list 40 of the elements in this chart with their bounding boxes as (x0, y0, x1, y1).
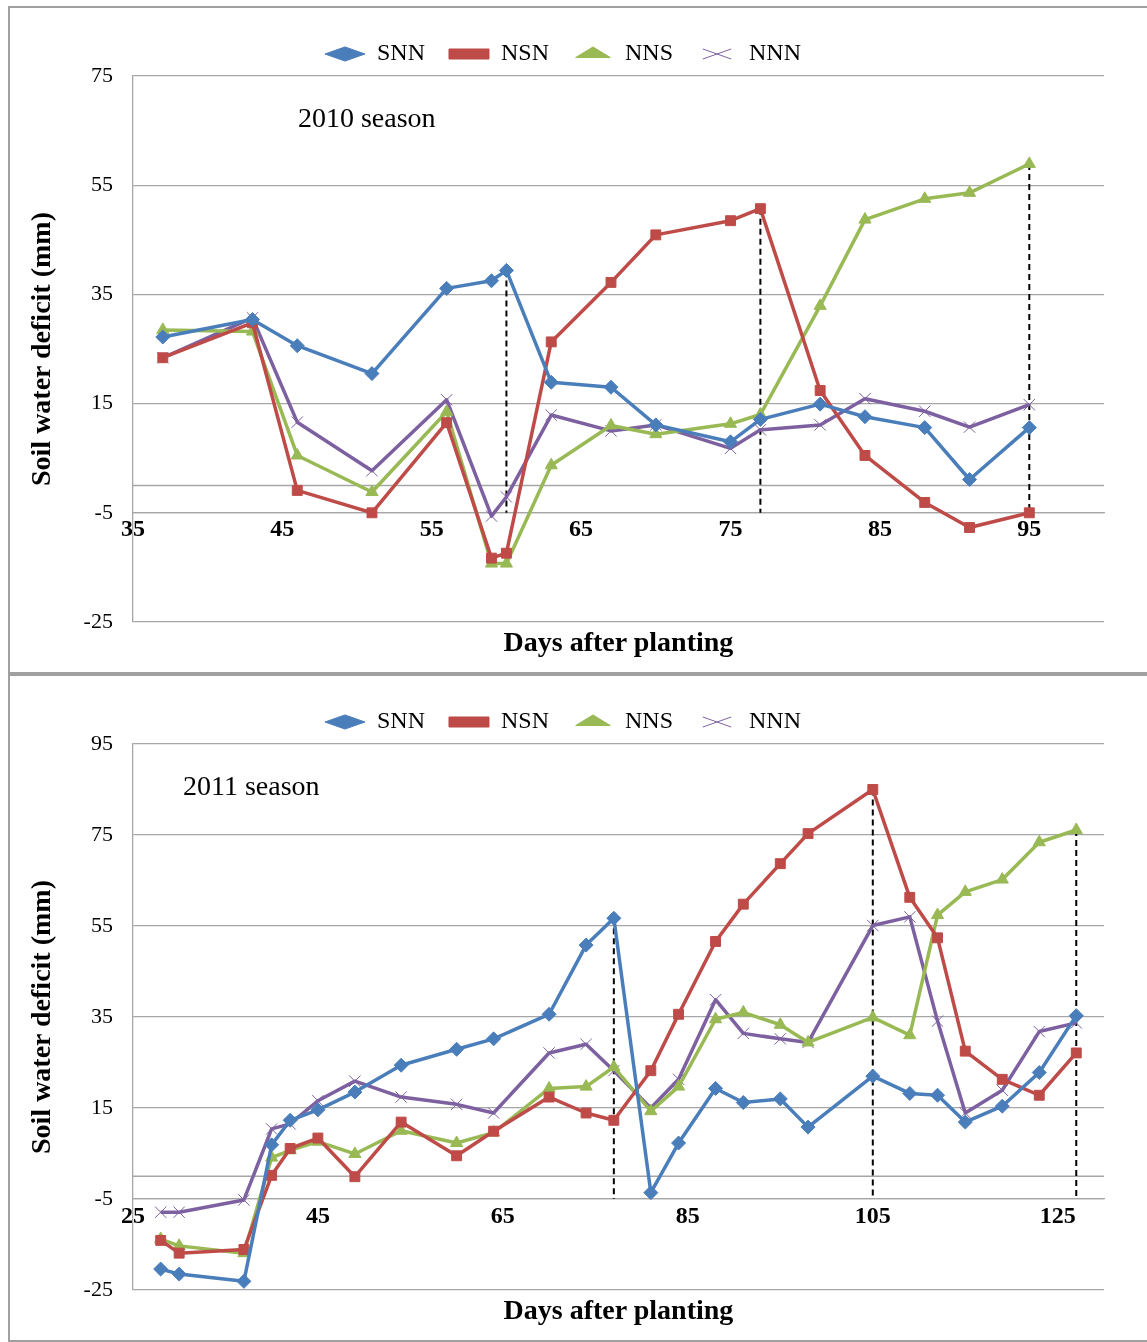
y-tick-label: 95 (90, 729, 113, 755)
x-axis-title: Days after planting (503, 626, 734, 658)
x-tick-label: 55 (419, 515, 444, 542)
y-tick-label: 55 (90, 170, 113, 196)
annotation: 2010 season (297, 102, 436, 134)
legend-label: SNN (376, 707, 425, 734)
y-axis-title: Soil water deficit (mm) (25, 212, 57, 486)
annotation: 2011 season (182, 770, 320, 802)
legend-label: NNS (625, 707, 674, 734)
x-tick-label: 65 (490, 1201, 515, 1228)
x-axis-title: Days after planting (503, 1294, 734, 1326)
y-tick-label: 55 (90, 911, 113, 937)
x-tick-label: 75 (718, 515, 743, 542)
x-tick-label: 45 (270, 515, 295, 542)
x-tick-label: 85 (867, 515, 892, 542)
x-tick-label: 105 (854, 1201, 891, 1228)
y-tick-label: -25 (83, 607, 113, 633)
x-tick-label: 45 (305, 1201, 330, 1228)
legend-label: NNN (749, 707, 802, 734)
y-tick-label: 75 (90, 61, 113, 87)
y-tick-label: -5 (94, 498, 113, 524)
y-axis-title: Soil water deficit (mm) (25, 880, 57, 1154)
y-tick-label: 75 (90, 820, 113, 846)
y-tick-label: -25 (83, 1275, 113, 1301)
y-tick-label: 35 (90, 280, 113, 306)
y-tick-label: 15 (90, 1093, 113, 1119)
legend-label: NSN (501, 707, 550, 734)
y-tick-label: -5 (94, 1184, 113, 1210)
x-tick-label: 95 (1017, 515, 1042, 542)
legend-label: NNN (749, 39, 802, 66)
y-tick-label: 35 (90, 1002, 113, 1028)
legend-label: NNS (625, 39, 674, 66)
y-tick-label: 15 (90, 389, 113, 415)
x-tick-label: 65 (569, 515, 594, 542)
x-tick-label: 85 (675, 1201, 700, 1228)
legend-label: SNN (376, 39, 425, 66)
x-tick-label: 125 (1039, 1201, 1076, 1228)
legend-label: NSN (501, 39, 550, 66)
x-tick-label: 35 (120, 515, 145, 542)
x-tick-label: 25 (120, 1201, 145, 1228)
